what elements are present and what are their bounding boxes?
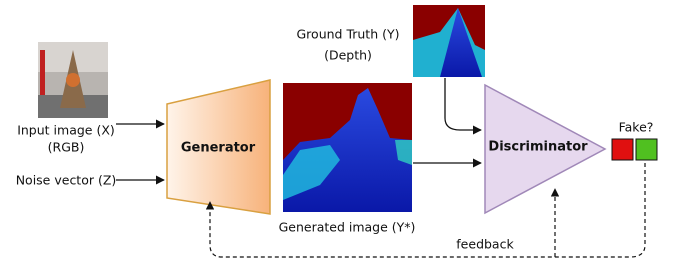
ground-truth-sub: (Depth) [324,48,372,63]
ground-truth-image [413,5,485,77]
output-label: Fake? [619,120,654,135]
arrow [445,78,481,130]
generated-image [283,83,412,212]
noise-label: Noise vector (Z) [16,173,117,188]
generator-label: Generator [181,141,256,156]
ground-truth-label: Ground Truth (Y) [297,27,400,42]
input-image-label: Input image (X) [17,123,115,138]
diagram: Input image (X) (RGB) Noise vector (Z) G… [0,0,676,266]
fake-box [612,139,633,160]
real-box [636,139,657,160]
feedback-label: feedback [456,237,514,252]
input-image [38,42,108,118]
input-image-sub: (RGB) [48,140,85,155]
discriminator-label: Discriminator [488,140,588,155]
feedback-path [210,163,645,257]
generated-label: Generated image (Y*) [279,220,416,235]
